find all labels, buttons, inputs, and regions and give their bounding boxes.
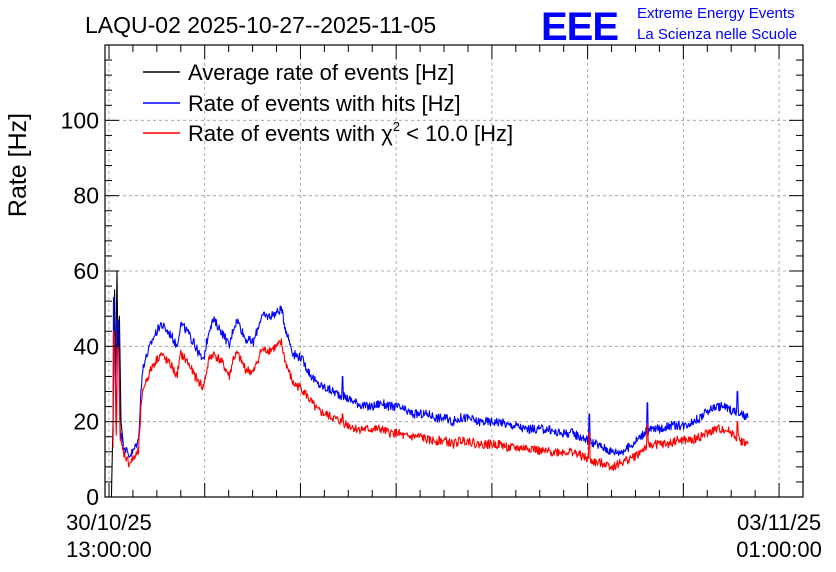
- logo-letters: EEE: [541, 5, 618, 49]
- y-tick-label: 80: [73, 183, 99, 209]
- logo-line1: Extreme Energy Events: [637, 5, 795, 22]
- legend: Average rate of events [Hz] Rate of even…: [143, 60, 513, 146]
- y-axis-label: Rate [Hz]: [4, 113, 32, 217]
- legend-label-hits: Rate of events with hits [Hz]: [188, 91, 461, 116]
- chart-title: LAQU-02 2025-10-27--2025-11-05: [85, 12, 436, 38]
- series-group: [110, 270, 749, 498]
- legend-label-chi2: Rate of events with χ2 < 10.0 [Hz]: [188, 119, 513, 146]
- series-line-1: [112, 296, 749, 458]
- legend-chi2-sup: 2: [393, 119, 400, 134]
- y-tick-label: 0: [86, 484, 99, 510]
- legend-chi2-prefix: Rate of events with χ: [188, 121, 393, 146]
- x-tick-label-time: 01:00:00: [736, 537, 822, 562]
- y-tick-label: 20: [73, 409, 99, 435]
- y-tick-label: 100: [61, 107, 99, 133]
- logo-line2: La Scienza nelle Scuole: [637, 26, 797, 43]
- x-tick-label-time: 13:00:00: [66, 537, 152, 562]
- legend-chi2-suffix: < 10.0 [Hz]: [400, 121, 513, 146]
- legend-label-average: Average rate of events [Hz]: [188, 60, 454, 85]
- y-tick-label: 60: [73, 258, 99, 284]
- series-line-2: [112, 330, 749, 472]
- x-tick-label-date: 03/11/25: [737, 510, 821, 535]
- eee-logo: EEE Extreme Energy Events La Scienza nel…: [541, 5, 797, 49]
- y-tick-label: 40: [73, 333, 99, 359]
- x-tick-label-date: 30/10/25: [66, 510, 152, 535]
